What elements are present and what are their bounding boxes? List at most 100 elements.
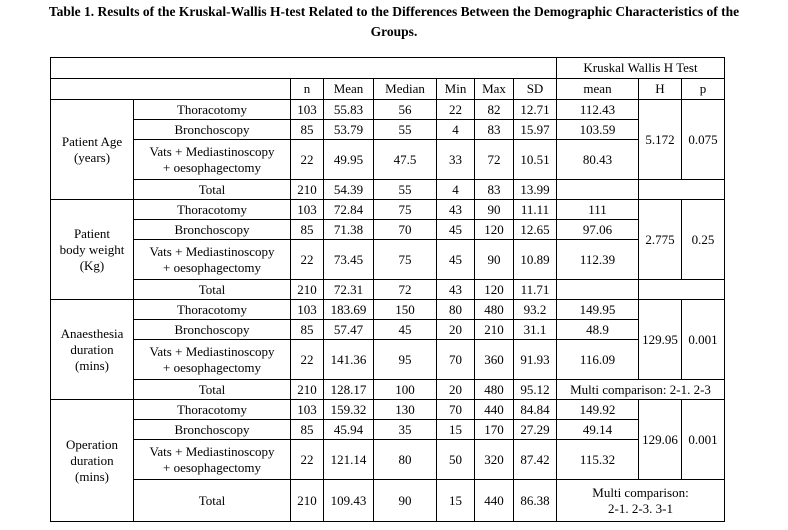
group-name-line: Bronchoscopy	[174, 421, 250, 437]
cell-min: 20	[436, 379, 475, 400]
group-name-line: + oesophagectomy	[163, 359, 261, 375]
group-name: Bronchoscopy	[133, 419, 291, 440]
cell-median: 55	[373, 119, 437, 140]
cell-max: 90	[474, 199, 514, 220]
cell-min: 20	[436, 319, 475, 340]
group-name: Thoracotomy	[133, 99, 291, 120]
cell-kw-mean: 112.39	[556, 239, 639, 280]
cell-n: 210	[290, 279, 324, 300]
section-label-line: Patient	[73, 225, 111, 241]
cell-mean: 141.36	[323, 339, 374, 380]
group-name-line: Vats + Mediastinoscopy	[149, 443, 275, 459]
total-row: Total 210 72.31 72 43 120 11.71	[51, 279, 725, 300]
section-label-line: body weight	[59, 241, 125, 257]
group-name-line: Thoracotomy	[176, 301, 248, 317]
cell-median: 75	[373, 239, 437, 280]
group-name: Bronchoscopy	[133, 119, 291, 140]
cell-median: 90	[373, 479, 437, 522]
cell-median: 100	[373, 379, 437, 400]
cell-median: 80	[373, 439, 437, 480]
cell-min: 70	[436, 399, 475, 420]
header-blank-2	[50, 78, 291, 100]
total-row: Total 210 128.17 100 20 480 95.12 Multi compari…	[51, 379, 725, 400]
cell-p: 0.25	[681, 199, 725, 280]
cell-max: 440	[474, 479, 514, 522]
col-header-n: n	[290, 78, 324, 100]
cell-min: 50	[436, 439, 475, 480]
cell-p: 0.001	[681, 399, 725, 480]
cell-sd: 15.97	[513, 119, 557, 140]
cell-max: 90	[474, 239, 514, 280]
group-name: Bronchoscopy	[133, 319, 291, 340]
cell-h: 2.775	[638, 199, 682, 280]
cell-kw-mean: 111	[556, 199, 639, 220]
cell-sd: 27.29	[513, 419, 557, 440]
col-header-h: H	[638, 78, 682, 100]
cell-sd: 10.89	[513, 239, 557, 280]
cell-kw-mean: 48.9	[556, 319, 639, 340]
cell-sd: 10.51	[513, 139, 557, 180]
group-name-line: + oesophagectomy	[163, 459, 261, 475]
cell-min: 45	[436, 239, 475, 280]
cell-min: 70	[436, 339, 475, 380]
cell-mean: 57.47	[323, 319, 374, 340]
group-name-line: + oesophagectomy	[163, 259, 261, 275]
group-name-line: Thoracotomy	[176, 201, 248, 217]
cell-median: 95	[373, 339, 437, 380]
cell-sd: 31.1	[513, 319, 557, 340]
cell-median: 72	[373, 279, 437, 300]
cell-n: 103	[290, 399, 324, 420]
table-row: Vats + Mediastinoscopy + oesophagectomy 22…	[51, 439, 725, 480]
table-row: Vats + Mediastinoscopy + oesophagectomy 22…	[51, 239, 725, 280]
cell-kw-mean: 80.43	[556, 139, 639, 180]
cell-kw-mean	[556, 179, 639, 200]
cell-n: 22	[290, 439, 324, 480]
table-row: Operation duration (mins) Thoracotomy 103 159…	[50, 399, 725, 522]
table-row: Vats + Mediastinoscopy + oesophagectomy 22…	[51, 339, 725, 380]
group-name-line: Bronchoscopy	[174, 121, 250, 137]
cell-min: 4	[436, 179, 475, 200]
multi-comparison: Multi comparison: 2-1. 2-3	[556, 379, 725, 400]
cell-median: 130	[373, 399, 437, 420]
cell-min: 4	[436, 119, 475, 140]
cell-max: 82	[474, 99, 514, 120]
group-name: Vats + Mediastinoscopy + oesophagectomy	[133, 139, 291, 180]
cell-mean: 45.94	[323, 419, 374, 440]
total-label: Total	[133, 179, 291, 200]
cell-kw-mean: 103.59	[556, 119, 639, 140]
multi-comparison-line: 2-1. 2-3. 3-1	[608, 500, 673, 516]
total-label: Total	[133, 479, 291, 522]
header-blank	[50, 57, 557, 79]
section-label-line: (Kg)	[79, 257, 105, 273]
cell-median: 70	[373, 219, 437, 240]
group-name-line: Bronchoscopy	[174, 221, 250, 237]
cell-min: 45	[436, 219, 475, 240]
cell-median: 45	[373, 319, 437, 340]
cell-mean: 71.38	[323, 219, 374, 240]
cell-median: 35	[373, 419, 437, 440]
group-name: Bronchoscopy	[133, 219, 291, 240]
cell-median: 56	[373, 99, 437, 120]
section-label: Patient body weight (Kg)	[50, 199, 134, 300]
total-label: Total	[133, 379, 291, 400]
cell-max: 170	[474, 419, 514, 440]
group-name-line: + oesophagectomy	[163, 159, 261, 175]
multi-comparison: Multi comparison: 2-1. 2-3. 3-1	[556, 479, 725, 522]
cell-n: 210	[290, 479, 324, 522]
cell-n: 103	[290, 299, 324, 320]
cell-sd: 91.93	[513, 339, 557, 380]
group-name: Vats + Mediastinoscopy + oesophagectomy	[133, 239, 291, 280]
cell-sd: 86.38	[513, 479, 557, 522]
cell-max: 120	[474, 219, 514, 240]
cell-min: 33	[436, 139, 475, 180]
cell-min: 15	[436, 419, 475, 440]
cell-p: 0.075	[681, 99, 725, 180]
col-header-kw-mean: mean	[556, 78, 639, 100]
cell-median: 75	[373, 199, 437, 220]
col-header-median: Median	[373, 78, 437, 100]
cell-h: 5.172	[638, 99, 682, 180]
cell-sd: 95.12	[513, 379, 557, 400]
cell-max: 83	[474, 179, 514, 200]
cell-min: 43	[436, 199, 475, 220]
cell-sd: 87.42	[513, 439, 557, 480]
